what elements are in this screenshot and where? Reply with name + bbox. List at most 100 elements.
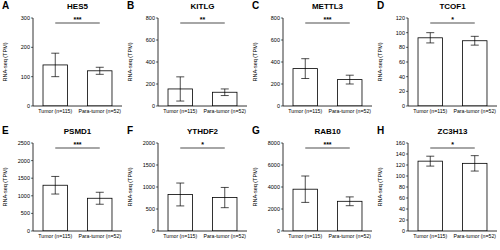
error-line [305, 176, 306, 202]
x-tick-label: Para-tumor (n=52) [203, 108, 246, 114]
x-tick-label: Tumor (n=115) [38, 108, 72, 114]
y-tick-label: 400 [146, 59, 155, 65]
error-line [474, 36, 475, 45]
error-cap [301, 78, 309, 79]
y-tick-label: 6000 [268, 162, 280, 168]
significance: * [451, 141, 454, 148]
error-line [349, 75, 350, 84]
y-tick-label: 80 [399, 184, 405, 190]
y-tick-label: 100 [396, 173, 405, 179]
significance: * [451, 16, 454, 23]
significance: * [201, 141, 204, 148]
y-tick-label: 0 [27, 103, 30, 109]
x-tick-label: Para-tumor (n=52) [453, 108, 496, 114]
error-cap [51, 53, 59, 54]
y-tick-label: 140 [396, 151, 405, 157]
marks [418, 33, 487, 106]
y-tick-label: 300 [21, 15, 30, 21]
error-cap [221, 95, 229, 96]
error-cap [176, 76, 184, 77]
panel-label: D [377, 0, 384, 11]
y-tick-label: 500 [21, 210, 30, 216]
error-cap [51, 176, 59, 177]
error-bar [471, 36, 479, 45]
x-tick-label: Para-tumor (n=52) [203, 233, 246, 239]
x-axis [158, 106, 247, 107]
y-label: RNA-seq (TPM) [252, 42, 258, 81]
error-cap [176, 183, 184, 184]
error-line [430, 156, 431, 166]
panel: EPSMD1RNA-seq (TPM)05001000150020002500T… [2, 125, 122, 239]
panel-label: B [127, 0, 134, 11]
y-tick-label: 600 [271, 37, 280, 43]
y-tick-label: 2500 [18, 140, 30, 146]
title: KITLG [191, 2, 215, 11]
y-axis [158, 143, 159, 231]
significance: ** [200, 16, 206, 23]
error-bar [96, 192, 104, 204]
error-line [180, 77, 181, 101]
y-tick-label: 0 [402, 228, 405, 234]
error-cap [426, 42, 434, 43]
error-cap [96, 192, 104, 193]
bar [418, 38, 442, 106]
error-line [99, 192, 100, 204]
error-bar [471, 156, 479, 171]
y-tick-label: 0 [277, 103, 280, 109]
y-tick-label: 800 [146, 15, 155, 21]
panel-label: C [252, 0, 259, 11]
marks [293, 176, 362, 231]
y-axis [33, 143, 34, 231]
error-bar [346, 75, 354, 84]
y-axis [283, 143, 284, 231]
error-cap [471, 45, 479, 46]
significance: *** [323, 141, 331, 148]
y-tick-label: 80 [399, 44, 405, 50]
error-cap [301, 202, 309, 203]
error-cap [426, 156, 434, 157]
y-tick-label: 500 [146, 206, 155, 212]
x-tick-label: Tumor (n=115) [413, 108, 447, 114]
error-bar [221, 89, 229, 96]
title: YTHDF2 [187, 127, 219, 136]
title: TCOF1 [439, 2, 466, 11]
x-tick-label: Tumor (n=115) [413, 233, 447, 239]
panel: DTCOF1RNA-seq (TPM)020406080100120Tumor … [377, 0, 497, 114]
error-line [349, 197, 350, 206]
x-tick-label: Para-tumor (n=52) [453, 233, 496, 239]
error-line [474, 156, 475, 171]
panel-label: E [2, 125, 9, 136]
error-line [180, 183, 181, 206]
x-tick-label: Tumor (n=115) [38, 233, 72, 239]
y-label: RNA-seq (TPM) [377, 167, 383, 206]
y-label: RNA-seq (TPM) [127, 42, 133, 81]
panel: GRAB10RNA-seq (TPM)02000400060008000Tumo… [252, 125, 372, 239]
x-axis [283, 231, 372, 232]
y-tick-label: 800 [271, 15, 280, 21]
error-cap [221, 187, 229, 188]
panel: FYTHDF2RNA-seq (TPM)0500100015002000Tumo… [127, 125, 247, 239]
y-tick-label: 20 [399, 88, 405, 94]
title: HES5 [67, 2, 88, 11]
y-tick-label: 4000 [268, 184, 280, 190]
error-bar [96, 67, 104, 74]
y-tick-label: 40 [399, 74, 405, 80]
error-cap [471, 171, 479, 172]
bar [463, 163, 487, 231]
error-cap [221, 207, 229, 208]
x-tick-label: Para-tumor (n=52) [78, 233, 121, 239]
error-line [305, 59, 306, 79]
error-cap [176, 101, 184, 102]
bar [418, 161, 442, 231]
panel-label: A [2, 0, 9, 11]
x-tick-label: Tumor (n=115) [288, 108, 322, 114]
x-axis [408, 231, 497, 232]
error-cap [96, 67, 104, 68]
y-axis [158, 18, 159, 106]
y-tick-label: 120 [396, 15, 405, 21]
x-axis [283, 106, 372, 107]
error-bar [176, 77, 184, 101]
error-bar [301, 176, 309, 202]
panel-label: F [127, 125, 133, 136]
y-label: RNA-seq (TPM) [2, 42, 8, 81]
